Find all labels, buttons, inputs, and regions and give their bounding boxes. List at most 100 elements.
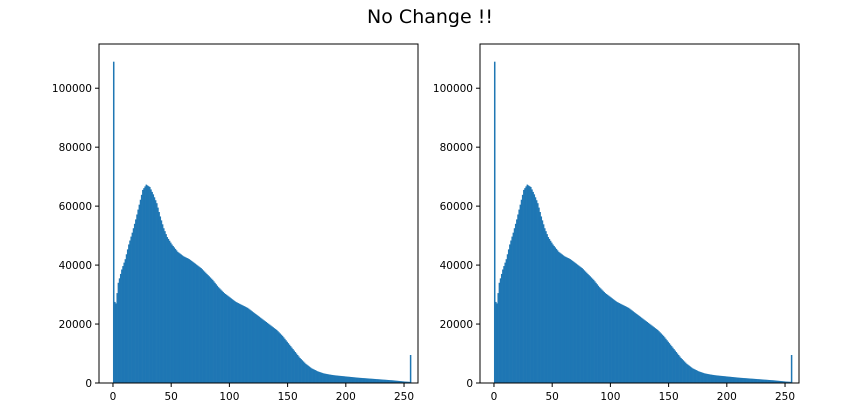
histogram-bar [788, 381, 791, 383]
histogram-bar [393, 380, 396, 383]
histogram-bar [401, 381, 404, 383]
histogram-bar [265, 321, 267, 383]
histogram-bar [645, 321, 647, 383]
histogram-bar [526, 184, 529, 383]
histogram-bar [567, 258, 569, 383]
histogram-bar [199, 267, 201, 383]
histogram-bar [530, 186, 532, 383]
histogram-bar [392, 380, 394, 383]
histogram-bar [590, 277, 593, 383]
histogram-right: 0 50 100 150 200 250 0 20000 40000 60000 80000 1000… [433, 43, 800, 403]
histogram-bars [493, 61, 793, 383]
histogram-bar [493, 61, 496, 383]
histogram-bar [736, 377, 738, 383]
histogram-bar [409, 355, 412, 383]
histogram-bar [369, 378, 371, 383]
histogram-bar [192, 261, 194, 383]
histogram-bar [154, 200, 157, 383]
histogram-bar [597, 285, 600, 383]
histogram-bar [161, 224, 164, 383]
histogram-bar [364, 378, 366, 383]
histogram-bar [739, 377, 742, 383]
histogram-bar [658, 331, 660, 383]
histogram-bar [731, 376, 733, 383]
histogram-bar [246, 307, 249, 383]
y-tick-label: 20000 [440, 319, 473, 331]
histogram-bar [549, 240, 552, 383]
histogram-bar [670, 346, 673, 383]
histogram-bar [666, 340, 668, 383]
histogram-bar [730, 376, 732, 383]
histogram-bar [729, 376, 731, 383]
histogram-bar [343, 376, 345, 383]
histogram-bar [213, 281, 215, 383]
histogram-bar [712, 374, 715, 383]
histogram-bar [136, 214, 138, 383]
histogram-bar [333, 375, 335, 383]
histogram-bar [186, 258, 188, 383]
histogram-bar [509, 244, 511, 383]
histogram-bar [772, 380, 774, 383]
histogram-bar [237, 303, 240, 383]
histogram-bar [157, 207, 159, 383]
histogram-bar [164, 231, 166, 383]
x-tick-label: 0 [110, 391, 117, 403]
histogram-bar [217, 287, 220, 383]
histogram-bar [545, 231, 547, 383]
histogram-bar [313, 369, 315, 383]
histogram-bar [209, 277, 212, 383]
histogram-bar [779, 380, 781, 383]
histogram-bar [757, 379, 759, 383]
histogram-bar [542, 224, 545, 383]
x-tick-label: 250 [775, 391, 795, 403]
histogram-bar [679, 356, 681, 383]
histogram-bar [193, 262, 195, 383]
histogram-bar [499, 278, 502, 383]
histogram-bar [357, 377, 359, 383]
histogram-bar [250, 310, 252, 383]
histogram-bar [296, 355, 299, 383]
histogram-bar [637, 314, 639, 383]
histogram-bar [145, 184, 148, 383]
histogram-bar [338, 375, 341, 383]
histogram-bar [348, 376, 350, 383]
histogram-bar [207, 275, 209, 383]
histogram-bar [390, 380, 392, 383]
histogram-bar [573, 261, 575, 383]
histogram-bar [647, 322, 650, 383]
histogram-bar [153, 197, 156, 383]
histogram-bar [655, 329, 658, 383]
histogram-bar [632, 311, 635, 383]
y-tick-label: 100000 [52, 83, 92, 95]
histogram-bar [688, 365, 690, 383]
histogram-bar [295, 353, 298, 383]
histogram-bar [783, 381, 786, 383]
histogram-bar [726, 376, 729, 383]
histogram-bar [711, 374, 714, 383]
histogram-bar [620, 304, 623, 383]
histogram-bar [754, 378, 757, 383]
histogram-bar [336, 375, 339, 383]
histogram-bar [150, 189, 152, 383]
histogram-bar [703, 373, 706, 383]
histogram-bar [341, 376, 343, 383]
histogram-bar [609, 296, 611, 383]
histogram-bar [123, 262, 125, 383]
histogram-bar [528, 186, 531, 383]
histogram-bar [230, 298, 233, 383]
histogram-bar [694, 369, 696, 383]
histogram-bar [211, 279, 214, 383]
histogram-bar [181, 255, 184, 383]
histogram-bar [541, 220, 544, 383]
histogram-bar [345, 376, 348, 383]
histogram-bar [319, 372, 321, 383]
histogram-bar [554, 247, 557, 383]
histogram-bar [648, 323, 651, 383]
y-tick-label: 20000 [59, 319, 92, 331]
histogram-bar [773, 380, 775, 383]
histogram-bar [173, 247, 176, 383]
histogram-bar [253, 313, 256, 383]
histogram-bar [220, 289, 222, 383]
histogram-bar [386, 379, 389, 383]
histogram-bar [558, 251, 560, 383]
